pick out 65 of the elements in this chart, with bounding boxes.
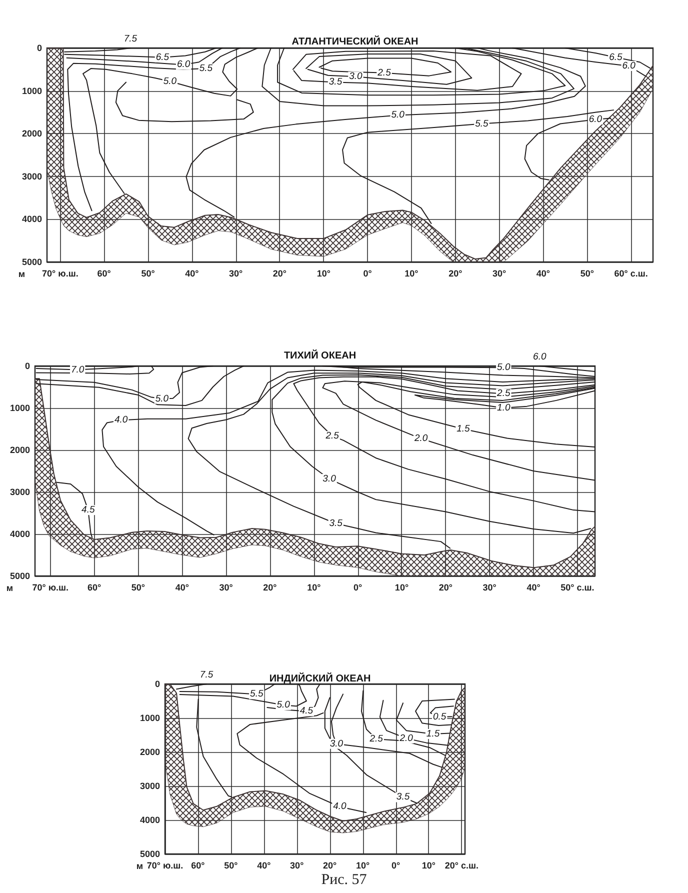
- x-tick-label: 40°: [185, 268, 200, 278]
- x-tick-label: 10°: [356, 860, 370, 870]
- x-tick-label: 20°: [272, 268, 287, 278]
- x-tick-label: 60°: [97, 268, 112, 278]
- x-tick-label: 30°: [492, 268, 507, 278]
- x-tick-label: 30°: [482, 582, 497, 592]
- y-tick-label: 5000: [10, 571, 30, 581]
- y-tick-label: 3000: [10, 487, 30, 497]
- x-tick-label: 30°: [229, 268, 244, 278]
- chart-title: ТИХИЙ ОКЕАН: [284, 348, 356, 362]
- x-tick-label: 20°: [263, 582, 278, 592]
- x-tick-label: 70° ю.ш.: [146, 860, 184, 870]
- y-tick-label: 4000: [22, 214, 42, 224]
- chart-title: ИНДИЙСКИЙ ОКЕАН: [269, 672, 371, 684]
- y-tick-label: 2000: [22, 128, 42, 139]
- y-tick-label: 5000: [22, 257, 42, 267]
- annotation: 6.0: [533, 352, 547, 362]
- x-tick-label: 40°: [175, 582, 190, 592]
- y-tick-label: 1000: [22, 86, 42, 96]
- y-tick-label: 4000: [140, 815, 160, 825]
- x-tick-label: 40°: [526, 582, 541, 592]
- x-tick-label: 0°: [363, 268, 372, 278]
- x-tick-label: 40°: [536, 268, 550, 278]
- y-axis-title: м: [18, 269, 26, 279]
- x-tick-label: 0°: [391, 860, 400, 870]
- y-tick-label: 4000: [10, 529, 30, 539]
- y-tick-label: 1000: [140, 713, 160, 723]
- x-tick-label: 50°: [580, 268, 594, 278]
- x-tick-label: 20°: [448, 268, 463, 278]
- y-axis-title: м: [136, 861, 144, 871]
- text: Рис. 57: [321, 872, 368, 888]
- x-tick-label: 20°: [438, 582, 453, 592]
- x-tick-label: 60°: [87, 582, 102, 592]
- x-tick-label: 60°: [191, 860, 206, 870]
- x-tick-label: 20° с.ш.: [444, 860, 479, 870]
- y-tick-label: 2000: [140, 747, 160, 757]
- x-tick-label: 50°: [224, 860, 238, 870]
- x-tick-label: 40°: [257, 860, 272, 870]
- x-tick-label: 10°: [394, 582, 409, 592]
- x-tick-label: 50° с.ш.: [560, 582, 594, 592]
- y-tick-label: 5000: [140, 849, 160, 859]
- x-tick-label: 70° ю.ш.: [42, 268, 78, 278]
- x-tick-label: 60° с.ш.: [614, 268, 648, 278]
- annotation: 7.5: [200, 670, 214, 680]
- y-axis-title: м: [6, 583, 14, 593]
- x-tick-label: 30°: [290, 860, 304, 870]
- y-tick-label: 0: [154, 679, 160, 689]
- x-tick-label: 10°: [404, 268, 419, 278]
- annotation: 7.5: [124, 34, 138, 44]
- x-tick-label: 0°: [354, 582, 363, 592]
- y-tick-label: 3000: [140, 781, 160, 791]
- x-tick-label: 20°: [323, 860, 338, 870]
- y-tick-label: 2000: [10, 445, 30, 455]
- x-tick-label: 10°: [316, 268, 331, 278]
- x-tick-label: 30°: [219, 582, 234, 592]
- x-tick-label: 10°: [307, 582, 322, 592]
- y-tick-label: 3000: [22, 171, 42, 182]
- y-tick-label: 0: [36, 43, 42, 53]
- x-tick-label: 10°: [422, 860, 436, 870]
- chart-title: АТЛАНТИЧЕСКИЙ ОКЕАН: [292, 34, 418, 48]
- x-tick-label: 50°: [131, 582, 146, 592]
- y-tick-label: 0: [24, 361, 30, 371]
- y-tick-label: 1000: [10, 403, 30, 413]
- x-tick-label: 50°: [141, 268, 156, 278]
- x-tick-label: 70° ю.ш.: [32, 582, 69, 592]
